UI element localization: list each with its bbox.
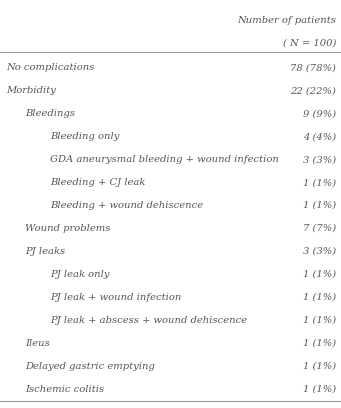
Text: Bleeding + CJ leak: Bleeding + CJ leak	[50, 178, 146, 187]
Text: Wound problems: Wound problems	[25, 224, 110, 233]
Text: 3 (3%): 3 (3%)	[303, 247, 336, 256]
Text: Ischemic colitis: Ischemic colitis	[25, 385, 104, 394]
Text: GDA aneurysmal bleeding + wound infection: GDA aneurysmal bleeding + wound infectio…	[50, 155, 279, 164]
Text: Morbidity: Morbidity	[6, 86, 56, 95]
Text: 9 (9%): 9 (9%)	[303, 109, 336, 118]
Text: 22 (22%): 22 (22%)	[290, 86, 336, 95]
Text: 7 (7%): 7 (7%)	[303, 224, 336, 233]
Text: 1 (1%): 1 (1%)	[303, 362, 336, 371]
Text: 1 (1%): 1 (1%)	[303, 293, 336, 302]
Text: 1 (1%): 1 (1%)	[303, 201, 336, 210]
Text: PJ leak + wound infection: PJ leak + wound infection	[50, 293, 182, 302]
Text: No complications: No complications	[6, 63, 94, 72]
Text: Ileus: Ileus	[25, 339, 50, 348]
Text: PJ leaks: PJ leaks	[25, 247, 65, 256]
Text: 1 (1%): 1 (1%)	[303, 178, 336, 187]
Text: Bleeding only: Bleeding only	[50, 132, 120, 141]
Text: Bleedings: Bleedings	[25, 109, 75, 118]
Text: PJ leak + abscess + wound dehiscence: PJ leak + abscess + wound dehiscence	[50, 316, 248, 325]
Text: ( N = 100): ( N = 100)	[282, 39, 336, 48]
Text: Delayed gastric emptying: Delayed gastric emptying	[25, 362, 155, 371]
Text: 1 (1%): 1 (1%)	[303, 339, 336, 348]
Text: 1 (1%): 1 (1%)	[303, 270, 336, 279]
Text: PJ leak only: PJ leak only	[50, 270, 110, 279]
Text: Number of patients: Number of patients	[237, 16, 336, 25]
Text: Bleeding + wound dehiscence: Bleeding + wound dehiscence	[50, 201, 204, 210]
Text: 3 (3%): 3 (3%)	[303, 155, 336, 164]
Text: 4 (4%): 4 (4%)	[303, 132, 336, 141]
Text: 1 (1%): 1 (1%)	[303, 316, 336, 325]
Text: 1 (1%): 1 (1%)	[303, 385, 336, 394]
Text: 78 (78%): 78 (78%)	[290, 63, 336, 72]
